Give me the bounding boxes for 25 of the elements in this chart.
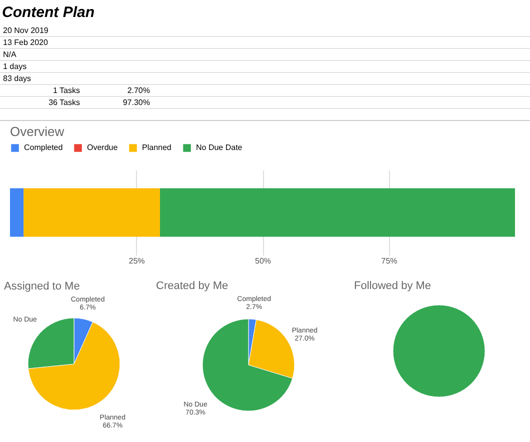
legend-label: No Due Date xyxy=(196,143,243,152)
bar xyxy=(160,188,515,237)
x-tick-label: 75% xyxy=(381,256,398,266)
chart-title: Assigned to Me xyxy=(4,280,80,292)
x-tick-label: 50% xyxy=(254,256,272,266)
chart-title: Followed by Me xyxy=(354,280,432,292)
bar xyxy=(10,188,24,237)
text: 13 Feb 2020 xyxy=(2,37,48,48)
text: 97.30% xyxy=(122,97,150,108)
x-tick-label: 25% xyxy=(128,256,145,266)
text: 20 Nov 2019 xyxy=(2,25,48,36)
legend-label: Completed xyxy=(24,143,63,152)
chart-title: Created by Me xyxy=(156,280,228,292)
chart-title: Overview xyxy=(10,124,65,139)
text: 83 days xyxy=(2,73,32,84)
legend-label: Planned xyxy=(142,143,172,152)
text: 2.70% xyxy=(126,85,150,96)
pie-slice xyxy=(28,322,120,410)
text: 1 days xyxy=(2,61,27,72)
bar xyxy=(24,188,160,237)
text: 1 Tasks xyxy=(52,85,80,96)
text: Content Plan xyxy=(2,4,96,21)
legend-label: Overdue xyxy=(87,143,118,152)
text: 36 Tasks xyxy=(48,97,80,108)
text: N/A xyxy=(2,49,16,60)
